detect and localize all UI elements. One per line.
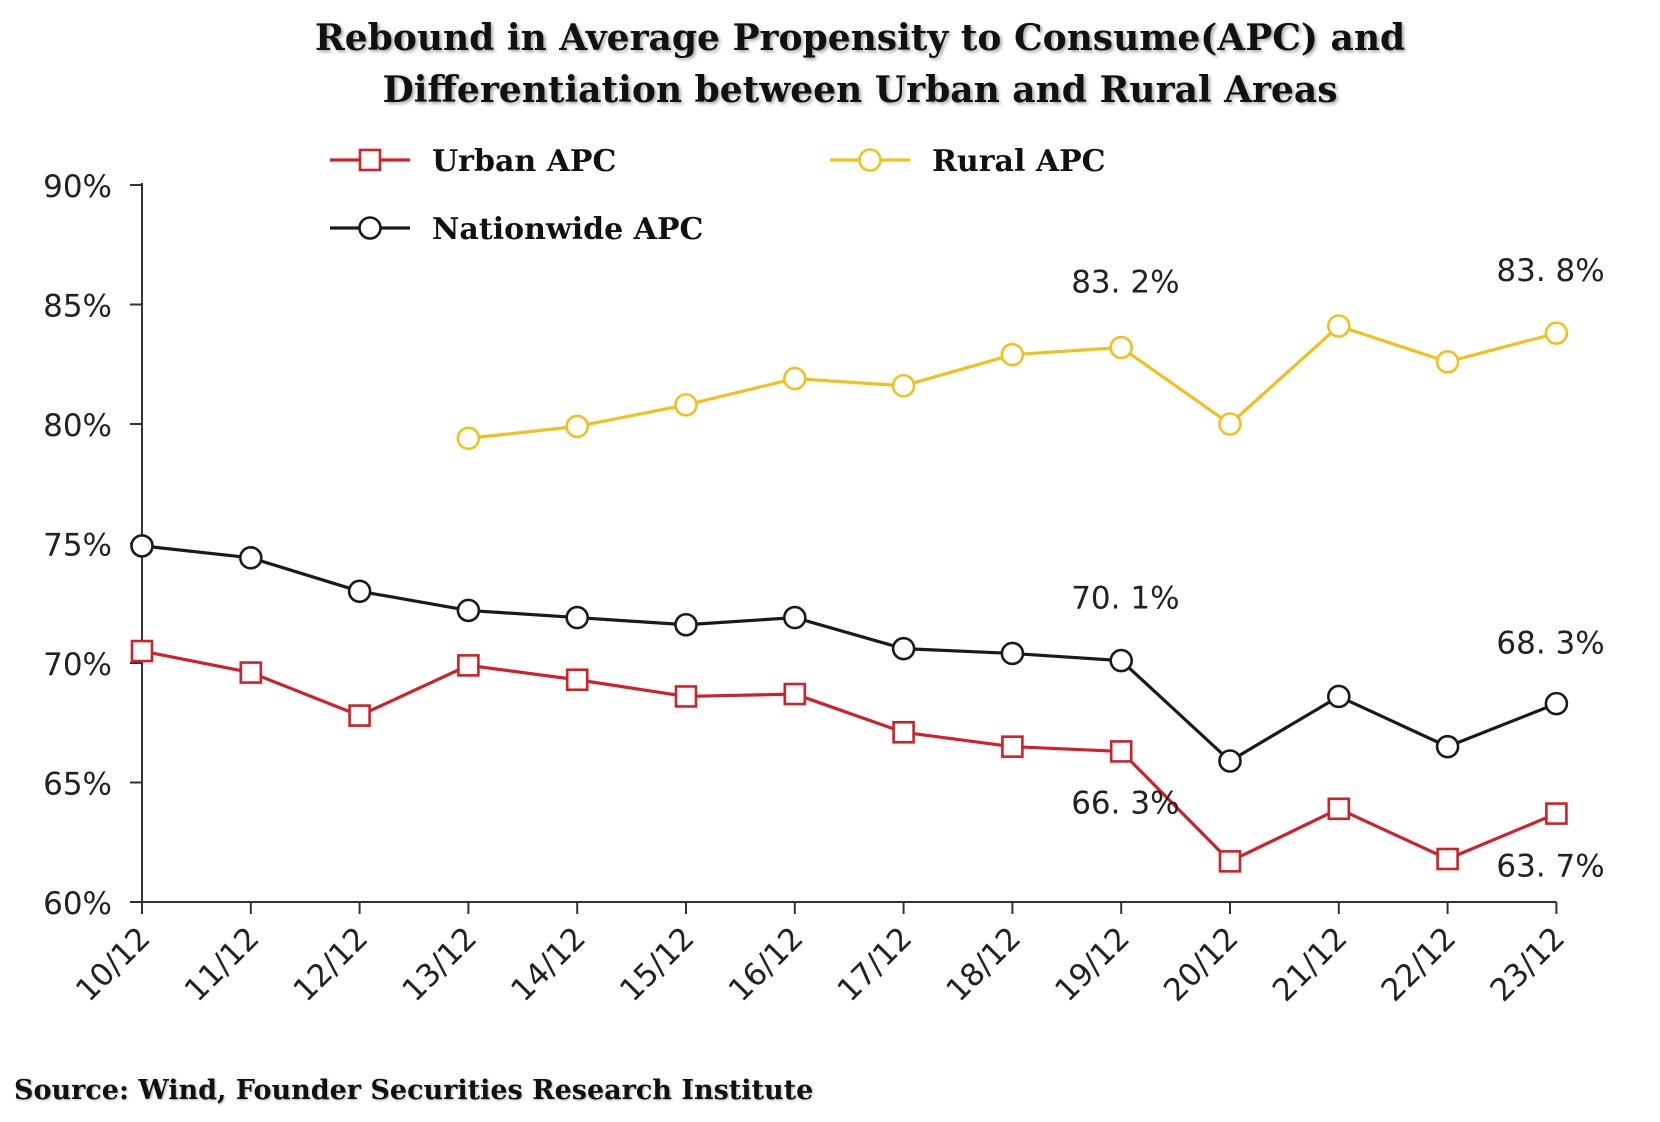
data-label: 63. 7% xyxy=(1496,849,1604,885)
legend-label: Rural APC xyxy=(932,144,1106,179)
data-point xyxy=(130,534,154,558)
series-urban-apc xyxy=(130,639,1568,873)
legend-marker xyxy=(358,216,382,240)
data-point xyxy=(1327,314,1351,338)
legend-item-urban-apc: Urban APC xyxy=(330,144,616,179)
y-tick-label: 70% xyxy=(43,647,112,683)
data-label: 83. 2% xyxy=(1071,265,1179,301)
data-point xyxy=(1327,797,1351,821)
data-point xyxy=(130,639,154,663)
series-rural-apc xyxy=(456,314,1569,451)
x-tick-label: 10/12 xyxy=(69,920,158,1009)
data-point xyxy=(239,661,263,684)
data-point xyxy=(891,373,916,398)
data-point xyxy=(1435,734,1460,759)
x-tick-label: 18/12 xyxy=(939,920,1028,1009)
data-point xyxy=(1109,648,1133,673)
legend: Urban APC Rural APC Nationwide APC xyxy=(330,144,1106,247)
x-tick-label: 22/12 xyxy=(1375,920,1464,1009)
data-point xyxy=(1327,684,1351,709)
data-point xyxy=(1436,847,1459,871)
x-tick-label: 12/12 xyxy=(287,920,376,1009)
y-tick-label: 80% xyxy=(43,408,112,444)
x-tick-label: 14/12 xyxy=(504,920,593,1009)
x-tick-label: 20/12 xyxy=(1157,920,1246,1009)
data-point xyxy=(1109,740,1133,763)
y-tick-label: 85% xyxy=(43,289,112,325)
x-tick-label: 19/12 xyxy=(1048,920,1137,1009)
x-tick-label: 13/12 xyxy=(395,920,484,1009)
data-point xyxy=(1545,802,1568,825)
legend-item-nationwide-apc: Nationwide APC xyxy=(330,212,703,247)
data-point xyxy=(565,668,589,692)
data-point xyxy=(1218,412,1242,436)
data-point xyxy=(782,366,807,391)
legend-marker xyxy=(858,148,882,172)
data-point xyxy=(1001,735,1024,758)
data-point xyxy=(674,612,698,637)
legend-label: Urban APC xyxy=(432,144,616,179)
data-point xyxy=(674,685,698,708)
chart-title: Rebound in Average Propensity to Consume… xyxy=(0,12,1660,116)
data-point xyxy=(1000,342,1025,367)
data-point xyxy=(1544,321,1569,345)
data-point xyxy=(892,721,915,744)
data-point xyxy=(348,704,371,727)
source-note: Source: Wind, Founder Securities Researc… xyxy=(14,1075,814,1106)
data-point xyxy=(239,546,263,570)
x-tick-label: 17/12 xyxy=(831,920,920,1009)
y-tick-label: 65% xyxy=(43,767,112,803)
data-point xyxy=(1109,335,1133,360)
annotation-layer: 83. 2% 83. 8% 70. 1% 68. 3% 66. 3% 63. 7% xyxy=(1071,253,1605,884)
series-line-urban-apc xyxy=(141,649,1558,863)
data-point xyxy=(457,654,480,677)
series-layer xyxy=(130,314,1569,873)
chart-title-line1: Rebound in Average Propensity to Consume… xyxy=(314,17,1406,59)
legend-marker xyxy=(358,148,382,172)
x-tick-label: 11/12 xyxy=(178,920,267,1009)
series-nationwide-apc xyxy=(130,534,1569,773)
data-point xyxy=(1544,691,1569,716)
x-tick-label: 16/12 xyxy=(722,920,811,1009)
data-label: 83. 8% xyxy=(1496,253,1604,289)
x-tick-label: 15/12 xyxy=(613,920,702,1009)
data-point xyxy=(1435,350,1460,374)
data-label: 66. 3% xyxy=(1071,785,1179,821)
data-point xyxy=(1218,749,1242,773)
y-tick-label: 75% xyxy=(43,528,112,564)
data-point xyxy=(565,605,590,630)
data-label: 68. 3% xyxy=(1496,626,1604,662)
data-point xyxy=(782,605,807,630)
y-tick-label: 60% xyxy=(43,886,112,922)
series-line-nationwide-apc xyxy=(141,544,1557,763)
x-tick-label: 21/12 xyxy=(1266,920,1355,1009)
data-point xyxy=(1218,850,1242,873)
x-tick-label: 23/12 xyxy=(1483,920,1572,1009)
chart-title-line2: Differentiation between Urban and Rural … xyxy=(382,69,1338,111)
data-label: 70. 1% xyxy=(1071,581,1179,617)
data-point xyxy=(1000,641,1025,666)
axes: 60% 65% 70% 75% 80% 85% 90% 10/12 11/12 12/12 13/1… xyxy=(43,169,1572,1009)
data-point xyxy=(456,426,481,451)
legend-label: Nationwide APC xyxy=(432,212,703,247)
series-line-rural-apc xyxy=(468,324,1557,440)
data-point xyxy=(891,636,916,661)
y-tick-label: 90% xyxy=(43,169,112,205)
data-point xyxy=(783,682,807,706)
data-point xyxy=(565,414,590,439)
data-point xyxy=(674,393,698,417)
legend-item-rural-apc: Rural APC xyxy=(830,144,1106,179)
data-point xyxy=(347,579,372,604)
data-point xyxy=(456,598,481,623)
